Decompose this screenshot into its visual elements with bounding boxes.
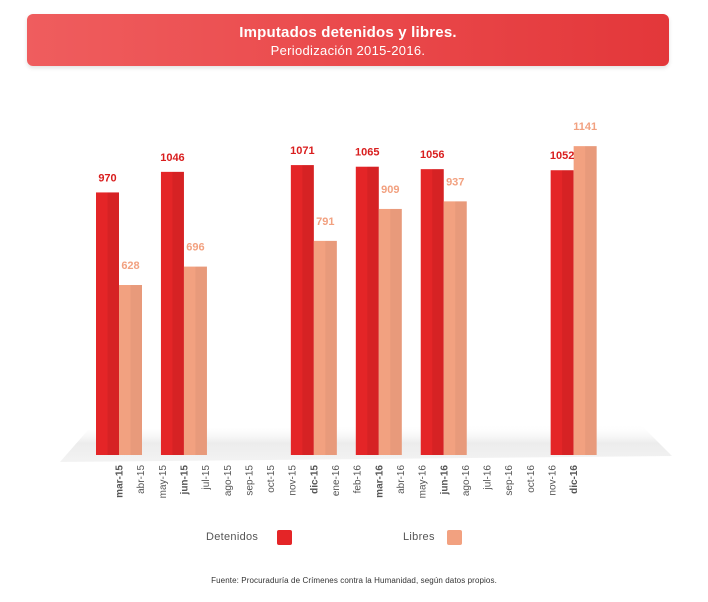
- x-tick-label-may-16: may-16: [418, 465, 429, 499]
- x-tick-label-ago-15: ago-15: [223, 465, 234, 497]
- bar-shade-libres-jun-15: [195, 266, 207, 455]
- x-tick-label-nov-16: nov-16: [548, 465, 559, 496]
- value-label-libres-mar-15: 628: [121, 260, 139, 272]
- bar-libres-dic-15: [313, 240, 337, 455]
- bar-shade-libres-mar-16: [390, 208, 402, 455]
- bar-shade-libres-dic-16: [585, 146, 597, 455]
- legend-libres-label: Libres: [403, 531, 435, 543]
- x-tick-label-oct-16: oct-16: [526, 465, 537, 493]
- bar-detenidos-mar-16: [355, 166, 379, 455]
- value-label-detenidos-dic-15: 1071: [290, 145, 314, 157]
- x-tick-label-sep-16: sep-16: [504, 465, 515, 496]
- bar-detenidos-mar-15: [96, 192, 119, 455]
- x-tick-label-nov-15: nov-15: [288, 465, 299, 496]
- x-tick-label-ago-16: ago-16: [461, 465, 472, 497]
- chart-subtitle: Periodización 2015-2016.: [270, 43, 426, 58]
- source-note: Fuente: Procuraduría de Crímenes contra …: [211, 576, 497, 585]
- chart-title-banner: Imputados detenidos y libres. Periodizac…: [27, 14, 669, 66]
- value-label-detenidos-jun-15: 1046: [160, 152, 184, 164]
- bar-shade-detenidos-mar-16: [367, 166, 379, 455]
- chart-title: Imputados detenidos y libres.: [239, 24, 457, 41]
- x-tick-label-jul-16: jul-16: [483, 465, 494, 491]
- x-tick-label-jul-15: jul-15: [201, 465, 212, 491]
- value-label-detenidos-dic-16: 1052: [550, 150, 574, 162]
- x-tick-label-jun-16: jun-16: [439, 465, 450, 496]
- bar-shade-detenidos-dic-16: [562, 170, 574, 455]
- x-tick-label-sep-15: sep-15: [244, 465, 255, 496]
- bar-libres-mar-16: [378, 208, 402, 455]
- x-tick-label-mar-15: mar-15: [115, 465, 126, 498]
- x-tick-label-feb-16: feb-16: [353, 465, 364, 494]
- value-label-libres-jun-16: 937: [446, 176, 464, 188]
- x-tick-label-ene-16: ene-16: [331, 465, 342, 497]
- value-label-detenidos-jun-16: 1056: [420, 149, 444, 161]
- bar-libres-dic-16: [573, 146, 597, 455]
- bar-detenidos-dic-15: [290, 165, 314, 456]
- bar-shade-detenidos-jun-15: [172, 171, 184, 455]
- value-label-detenidos-mar-16: 1065: [355, 147, 379, 159]
- legend-detenidos-label: Detenidos: [206, 531, 259, 543]
- bar-detenidos-dic-16: [550, 170, 574, 455]
- bar-shade-libres-mar-15: [130, 285, 142, 455]
- bar-shade-libres-dic-15: [325, 240, 337, 455]
- bar-shade-detenidos-dic-15: [302, 165, 314, 456]
- legend-libres-swatch: [447, 530, 462, 545]
- legend-detenidos-swatch: [277, 530, 292, 545]
- value-label-libres-dic-16: 1141: [573, 121, 597, 133]
- bars-group: [96, 146, 597, 456]
- bar-shade-libres-jun-16: [455, 201, 467, 455]
- bar-libres-jun-16: [443, 201, 467, 455]
- bar-shade-detenidos-jun-16: [432, 169, 444, 455]
- bar-detenidos-jun-15: [160, 171, 184, 455]
- value-labels-group: 970 628 1046 696 1071 791 1065 909 1056 937 1052 11…: [98, 121, 597, 272]
- x-tick-label-may-15: may-15: [158, 465, 169, 499]
- x-tick-label-dic-16: dic-16: [569, 465, 580, 494]
- bar-detenidos-jun-16: [420, 169, 444, 455]
- value-label-libres-jun-15: 696: [186, 242, 204, 254]
- value-label-detenidos-mar-15: 970: [98, 172, 116, 184]
- value-label-libres-mar-16: 909: [381, 184, 399, 196]
- bar-shade-detenidos-mar-15: [107, 192, 119, 455]
- value-label-libres-dic-15: 791: [316, 216, 334, 228]
- x-tick-label-dic-15: dic-15: [309, 465, 320, 494]
- x-tick-label-mar-16: mar-16: [374, 465, 385, 498]
- bar-libres-mar-15: [119, 285, 142, 455]
- x-tick-label-abr-16: abr-16: [396, 465, 407, 494]
- x-tick-labels-group: mar-15 abr-15 may-15 jun-15 jul-15 ago-15 sep-…: [115, 465, 581, 499]
- x-tick-label-jun-15: jun-15: [179, 465, 190, 496]
- x-tick-label-abr-15: abr-15: [136, 465, 147, 494]
- x-tick-label-oct-15: oct-15: [266, 465, 277, 493]
- bar-libres-jun-15: [183, 266, 207, 455]
